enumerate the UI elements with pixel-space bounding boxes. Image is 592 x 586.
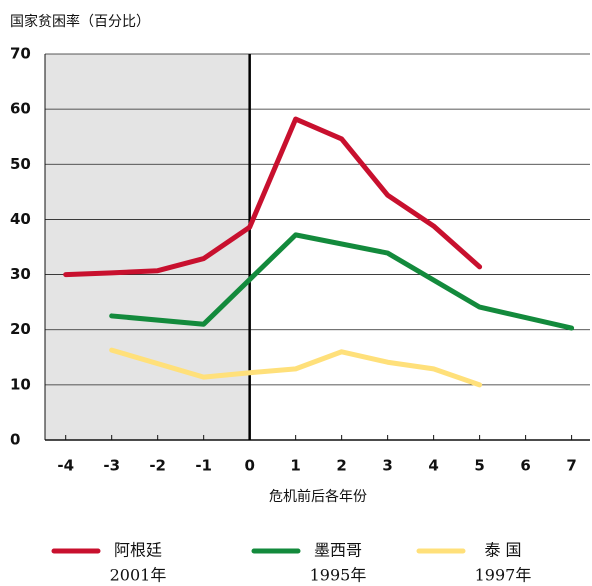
x-tick-label: 4 <box>428 457 438 475</box>
chart-title: 国家贫困率（百分比） <box>10 13 150 30</box>
legend-label: 墨西哥 <box>314 541 362 560</box>
x-tick-label: -3 <box>103 457 120 475</box>
x-tick-label: 5 <box>474 457 484 475</box>
x-tick-label: 3 <box>382 457 392 475</box>
y-tick-label: 0 <box>10 431 20 449</box>
legend-year: 2001年 <box>110 566 167 585</box>
y-tick-label: 30 <box>10 265 31 283</box>
series-line <box>109 232 575 331</box>
y-tick-label: 10 <box>10 375 31 393</box>
x-tick-label: 0 <box>244 457 254 475</box>
y-tick-label: 60 <box>10 100 31 118</box>
series-line <box>63 116 483 278</box>
x-tick-label: 6 <box>520 457 530 475</box>
legend-label: 阿根廷 <box>114 541 162 560</box>
x-tick-label: -1 <box>195 457 212 475</box>
y-tick-label: 50 <box>10 155 31 173</box>
legend-year: 1997年 <box>475 566 532 585</box>
x-tick-label: -4 <box>57 457 74 475</box>
x-tick-label: 7 <box>566 457 576 475</box>
x-axis-label: 危机前后各年份 <box>269 488 367 505</box>
legend-year: 1995年 <box>310 566 367 585</box>
x-tick-label: 1 <box>290 457 300 475</box>
series-line <box>109 347 483 388</box>
x-tick-label: -2 <box>149 457 166 475</box>
y-tick-label: 70 <box>10 45 31 63</box>
y-tick-label: 40 <box>10 210 31 228</box>
y-tick-label: 20 <box>10 320 31 338</box>
x-tick-label: 2 <box>336 457 346 475</box>
legend-label: 泰 国 <box>484 541 521 560</box>
